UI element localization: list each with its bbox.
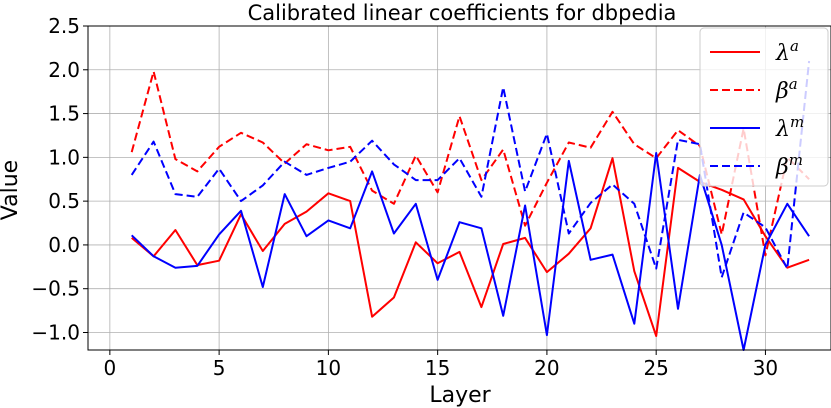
y-tick-label: 2.0 <box>48 58 80 82</box>
x-axis-label: Layer <box>429 383 491 408</box>
legend-label: λm <box>775 113 804 142</box>
legend-label: βm <box>775 151 803 180</box>
plot-frame <box>87 25 831 351</box>
y-axis-label: Value <box>0 160 23 220</box>
y-tick-label: 2.5 <box>48 14 80 38</box>
x-tick-label: 15 <box>425 356 450 380</box>
y-tick-label: 0.0 <box>48 233 80 257</box>
series-group <box>130 60 811 351</box>
series-line-lambda-m <box>131 152 810 351</box>
axis-ticks: 0 5 10 15 20 25 30 −1.0 −0.5 0.0 0.5 1.0 1.5 2.0 2.5 <box>31 14 778 380</box>
y-tick-label: −1.0 <box>31 320 80 344</box>
y-tick-label: −0.5 <box>31 277 80 301</box>
y-tick-label: 1.0 <box>48 145 80 169</box>
series-line-beta-m <box>130 60 811 279</box>
legend-box <box>699 27 829 187</box>
x-tick-label: 30 <box>753 356 778 380</box>
legend-label: βa <box>775 75 798 104</box>
chart-title: Calibrated linear coefficients for dbped… <box>248 1 677 25</box>
x-tick-label: 10 <box>316 356 341 380</box>
legend: λa βa λm βm <box>699 27 829 187</box>
y-tick-label: 1.5 <box>48 102 80 126</box>
x-tick-label: 0 <box>103 356 116 380</box>
x-tick-label: 5 <box>213 356 226 380</box>
x-tick-label: 20 <box>534 356 559 380</box>
x-tick-label: 25 <box>643 356 668 380</box>
legend-label: λa <box>775 37 799 66</box>
y-tick-label: 0.5 <box>48 189 80 213</box>
